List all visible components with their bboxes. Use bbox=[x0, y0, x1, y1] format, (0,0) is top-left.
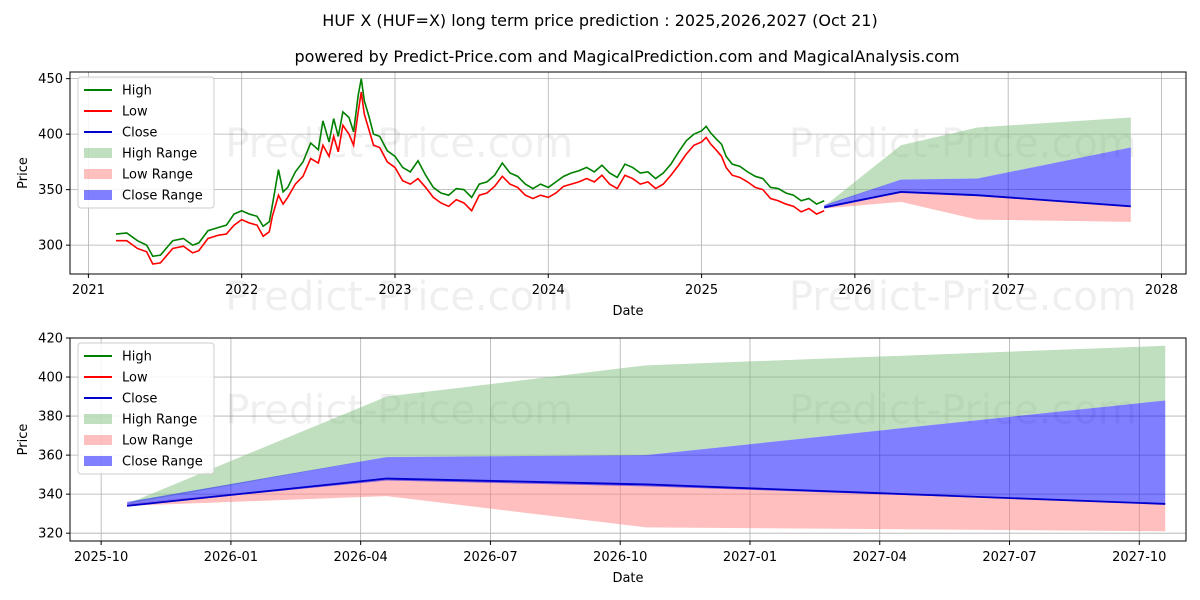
y-tick-label: 360 bbox=[38, 449, 63, 464]
legend-label: Close Range bbox=[122, 455, 203, 470]
high-range-area bbox=[824, 117, 1131, 207]
x-tick-label: 2022 bbox=[225, 283, 258, 298]
x-tick-label: 2027-10 bbox=[1112, 550, 1166, 565]
legend-label: Low bbox=[122, 371, 148, 386]
x-tick-label: 2027-01 bbox=[723, 550, 777, 565]
legend-swatch bbox=[84, 169, 112, 179]
watermark: Predict-Price.com bbox=[225, 274, 573, 320]
y-tick-label: 380 bbox=[38, 410, 63, 425]
low-range-area bbox=[127, 478, 1166, 532]
x-tick-label: 2023 bbox=[378, 283, 411, 298]
legend-swatch bbox=[84, 414, 112, 424]
legend-label: Low Range bbox=[122, 434, 193, 449]
x-tick-label: 2028 bbox=[1145, 283, 1178, 298]
close-range-area bbox=[127, 400, 1166, 506]
y-axis-label: Price bbox=[16, 157, 31, 189]
y-tick-label: 400 bbox=[38, 128, 63, 143]
high-series-line bbox=[115, 78, 825, 258]
legend-label: High Range bbox=[122, 147, 197, 162]
bottom-panel: Predict-Price.comPredict-Price.com2025-1… bbox=[16, 332, 1187, 586]
y-tick-label: 300 bbox=[38, 239, 63, 254]
high-range-area bbox=[127, 345, 1166, 504]
y-axis-label: Price bbox=[16, 424, 31, 456]
legend-swatch bbox=[84, 456, 112, 466]
x-tick-label: 2026-01 bbox=[204, 550, 258, 565]
x-tick-label: 2025-10 bbox=[74, 550, 128, 565]
x-tick-label: 2027 bbox=[992, 283, 1025, 298]
y-tick-label: 450 bbox=[38, 72, 63, 87]
legend-swatch bbox=[84, 435, 112, 445]
x-tick-label: 2026 bbox=[838, 283, 871, 298]
legend-label: Close bbox=[122, 126, 157, 141]
y-tick-label: 420 bbox=[38, 332, 63, 347]
legend-label: Low bbox=[122, 105, 148, 120]
watermark: Predict-Price.com bbox=[789, 274, 1137, 320]
legend-swatch bbox=[84, 148, 112, 158]
plot-frame bbox=[69, 337, 1187, 542]
x-tick-label: 2024 bbox=[532, 283, 565, 298]
x-tick-label: 2026-07 bbox=[463, 550, 517, 565]
x-tick-label: 2026-04 bbox=[334, 550, 388, 565]
x-axis-label: Date bbox=[612, 571, 643, 586]
close-forecast-line bbox=[824, 190, 1131, 209]
chart-title: HUF X (HUF=X) long term price prediction… bbox=[322, 11, 877, 30]
legend-label: High bbox=[122, 350, 152, 365]
y-tick-label: 350 bbox=[38, 183, 63, 198]
x-tick-label: 2027-07 bbox=[982, 550, 1036, 565]
x-axis-label: Date bbox=[612, 304, 643, 319]
y-tick-label: 340 bbox=[38, 488, 63, 503]
y-tick-label: 320 bbox=[38, 527, 63, 542]
plot-frame bbox=[69, 71, 1187, 275]
close-range-area bbox=[824, 147, 1131, 209]
legend-label: High Range bbox=[122, 413, 197, 428]
chart-subtitle: powered by Predict-Price.com and Magical… bbox=[294, 47, 959, 66]
y-tick-label: 400 bbox=[38, 371, 63, 386]
x-tick-label: 2026-10 bbox=[593, 550, 647, 565]
legend-swatch bbox=[84, 190, 112, 200]
close-forecast-line bbox=[127, 477, 1166, 507]
low-series-line bbox=[115, 91, 825, 265]
low-range-area bbox=[824, 191, 1131, 222]
top-panel: Predict-Price.com Predict-Price.com Predic… bbox=[16, 71, 1187, 320]
x-tick-label: 2021 bbox=[72, 283, 105, 298]
legend-label: Close Range bbox=[122, 189, 203, 204]
legend-label: Low Range bbox=[122, 168, 193, 183]
watermark: Predict-Price.com bbox=[225, 121, 573, 167]
legend-label: Close bbox=[122, 392, 157, 407]
legend-label: High bbox=[122, 84, 152, 99]
x-tick-label: 2027-04 bbox=[853, 550, 907, 565]
x-tick-label: 2025 bbox=[685, 283, 718, 298]
